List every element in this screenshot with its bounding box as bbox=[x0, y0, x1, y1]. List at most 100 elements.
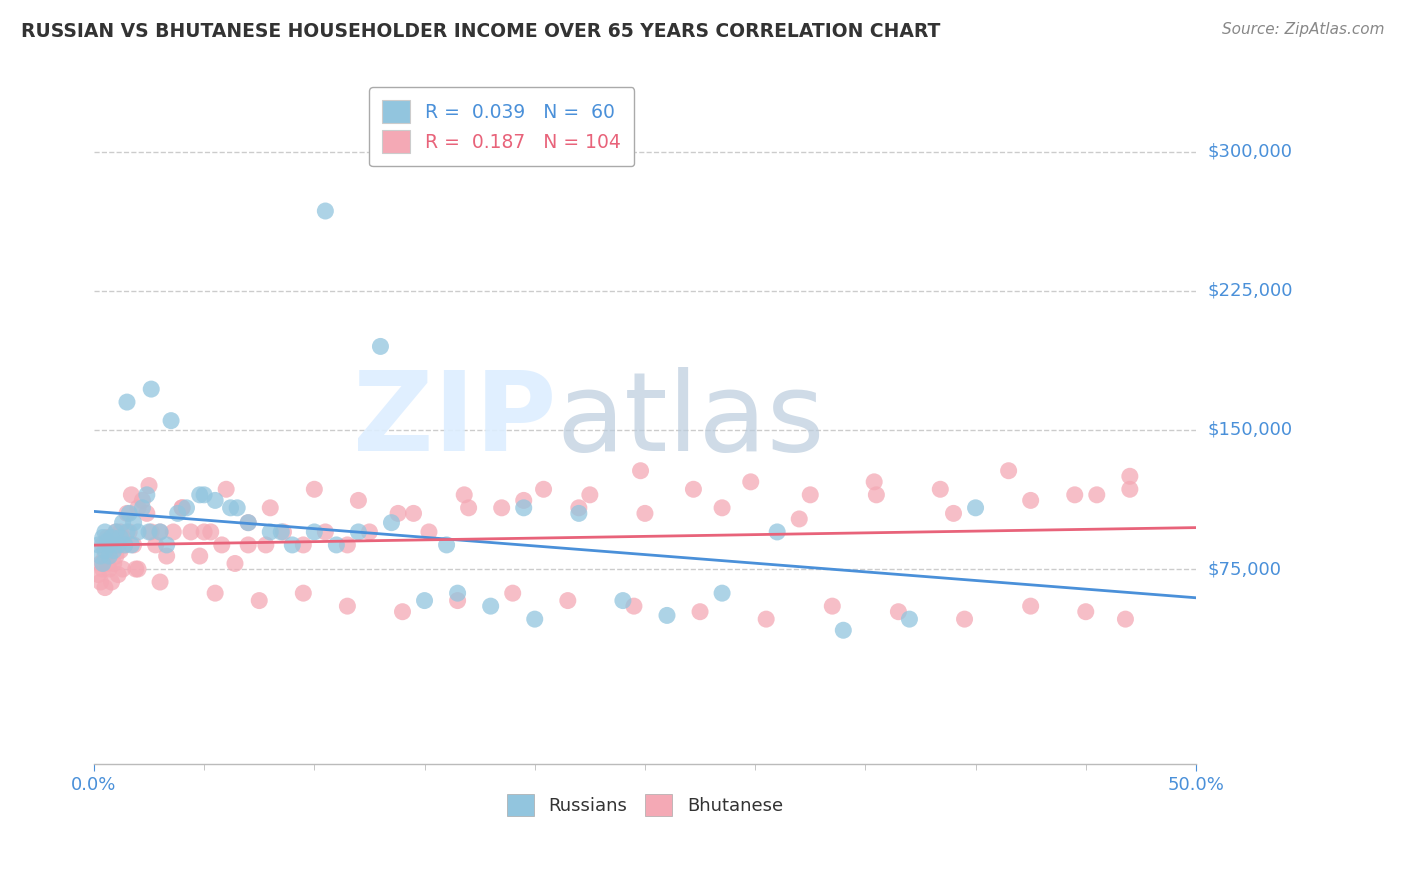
Point bbox=[122, 538, 145, 552]
Point bbox=[98, 562, 121, 576]
Point bbox=[832, 624, 855, 638]
Point bbox=[1063, 488, 1085, 502]
Point bbox=[149, 524, 172, 539]
Point bbox=[1019, 493, 1042, 508]
Point bbox=[740, 475, 762, 489]
Point bbox=[98, 549, 121, 563]
Point bbox=[127, 562, 149, 576]
Point bbox=[965, 500, 987, 515]
Point bbox=[145, 538, 167, 552]
Point bbox=[100, 531, 122, 545]
Point bbox=[380, 516, 402, 530]
Point bbox=[533, 483, 555, 497]
Point bbox=[104, 549, 127, 563]
Point bbox=[273, 524, 295, 539]
Point bbox=[623, 599, 645, 614]
Point bbox=[436, 538, 458, 552]
Point bbox=[579, 488, 602, 502]
Point bbox=[929, 483, 952, 497]
Point bbox=[226, 500, 249, 515]
Point bbox=[1119, 469, 1142, 483]
Point bbox=[135, 507, 157, 521]
Point bbox=[304, 524, 326, 539]
Point bbox=[111, 516, 134, 530]
Point bbox=[479, 599, 502, 614]
Point bbox=[491, 500, 513, 515]
Point bbox=[247, 593, 270, 607]
Point bbox=[224, 557, 246, 571]
Point bbox=[176, 500, 198, 515]
Point bbox=[131, 493, 153, 508]
Point bbox=[347, 493, 370, 508]
Point bbox=[612, 593, 634, 607]
Point bbox=[370, 339, 392, 353]
Point bbox=[188, 488, 211, 502]
Point bbox=[114, 538, 136, 552]
Point bbox=[1114, 612, 1136, 626]
Point bbox=[204, 586, 226, 600]
Point bbox=[568, 500, 591, 515]
Point bbox=[104, 524, 127, 539]
Text: $300,000: $300,000 bbox=[1208, 143, 1292, 161]
Point bbox=[292, 586, 315, 600]
Point bbox=[204, 493, 226, 508]
Point bbox=[512, 500, 534, 515]
Point bbox=[682, 483, 704, 497]
Point bbox=[821, 599, 844, 614]
Point bbox=[446, 586, 468, 600]
Point bbox=[100, 531, 122, 545]
Point bbox=[413, 593, 436, 607]
Point bbox=[104, 524, 127, 539]
Point bbox=[110, 543, 132, 558]
Point bbox=[292, 538, 315, 552]
Point bbox=[865, 488, 887, 502]
Point bbox=[755, 612, 778, 626]
Point bbox=[512, 493, 534, 508]
Point bbox=[219, 500, 242, 515]
Point bbox=[115, 524, 138, 539]
Point bbox=[94, 524, 117, 539]
Point bbox=[90, 549, 112, 563]
Point bbox=[110, 524, 132, 539]
Point bbox=[259, 500, 281, 515]
Point bbox=[103, 543, 125, 558]
Point bbox=[94, 549, 117, 563]
Point bbox=[118, 524, 141, 539]
Point bbox=[172, 500, 194, 515]
Point bbox=[103, 538, 125, 552]
Point bbox=[107, 538, 129, 552]
Point bbox=[87, 538, 110, 552]
Point bbox=[131, 500, 153, 515]
Point bbox=[96, 534, 118, 549]
Point bbox=[942, 507, 965, 521]
Point bbox=[91, 531, 114, 545]
Point bbox=[107, 538, 129, 552]
Point bbox=[141, 382, 163, 396]
Point bbox=[188, 549, 211, 563]
Point bbox=[238, 516, 260, 530]
Point bbox=[120, 488, 142, 502]
Point bbox=[96, 531, 118, 545]
Point bbox=[953, 612, 976, 626]
Point bbox=[630, 464, 652, 478]
Point bbox=[110, 531, 132, 545]
Point bbox=[180, 524, 202, 539]
Point bbox=[270, 524, 292, 539]
Point bbox=[103, 557, 125, 571]
Point bbox=[115, 395, 138, 409]
Point bbox=[107, 567, 129, 582]
Point bbox=[523, 612, 546, 626]
Point bbox=[711, 586, 734, 600]
Point bbox=[1085, 488, 1108, 502]
Point bbox=[689, 605, 711, 619]
Point bbox=[91, 538, 114, 552]
Point bbox=[314, 204, 336, 219]
Text: atlas: atlas bbox=[557, 368, 825, 475]
Point bbox=[1019, 599, 1042, 614]
Point bbox=[141, 524, 163, 539]
Text: ZIP: ZIP bbox=[353, 368, 557, 475]
Point bbox=[325, 538, 347, 552]
Point bbox=[446, 593, 468, 607]
Point bbox=[122, 516, 145, 530]
Point bbox=[91, 562, 114, 576]
